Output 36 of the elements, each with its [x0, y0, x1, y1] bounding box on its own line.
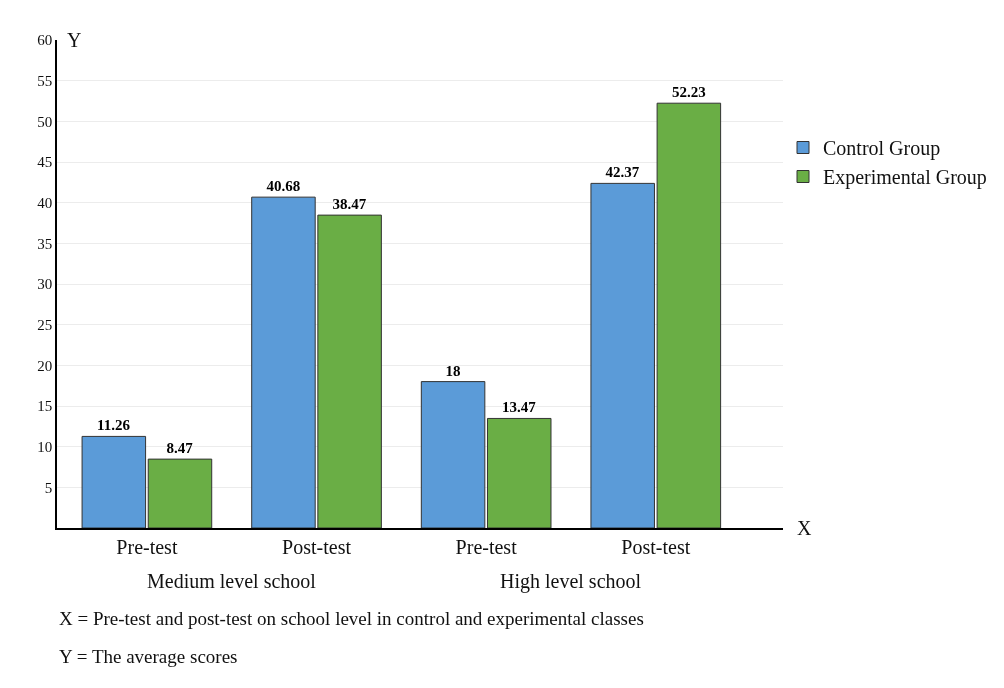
legend-label: Control Group [823, 137, 941, 161]
y-tick-label: 15 [37, 398, 53, 415]
y-tick-label: 25 [37, 316, 53, 333]
x-tick-label: Pre-test [455, 535, 518, 558]
text: X = Pre-test and post-test on school level in control and experimental classes [59, 608, 644, 629]
text: High level school [500, 570, 642, 593]
y-tick-label: 30 [37, 276, 53, 293]
text: Medium level school [147, 570, 317, 592]
x-tick-label: Post-test [621, 535, 691, 558]
data-label: 38.47 [332, 196, 367, 213]
data-label: 8.47 [166, 440, 194, 457]
y-tick-label: 50 [37, 113, 53, 130]
y-tick-label: 40 [37, 194, 53, 211]
y-tick-label: 20 [37, 357, 53, 374]
legend-label: Experimental Group [823, 166, 987, 190]
y-tick-label: 35 [37, 235, 53, 252]
bar [147, 458, 213, 528]
data-label: 18 [445, 362, 461, 379]
data-label: 40.68 [266, 178, 301, 195]
x-tick-label: Post-test [282, 535, 352, 558]
bar [420, 381, 486, 528]
y-tick-label: 5 [44, 479, 53, 496]
text: Y = The average scores [59, 646, 238, 667]
y-axis-title: Y [67, 29, 82, 51]
y-tick-label: 55 [37, 72, 53, 89]
bar [486, 417, 552, 528]
y-tick-label: 45 [37, 154, 53, 171]
data-label: 11.26 [97, 417, 131, 434]
bar [81, 435, 147, 528]
y-tick-label: 60 [37, 32, 53, 49]
x-tick-label: Pre-test [116, 535, 178, 558]
x-axis-title: X [797, 517, 812, 539]
y-tick-label: 10 [37, 438, 53, 455]
data-label: 13.47 [502, 399, 537, 416]
data-label: 52.23 [671, 84, 706, 101]
data-label: 42.37 [605, 164, 640, 181]
